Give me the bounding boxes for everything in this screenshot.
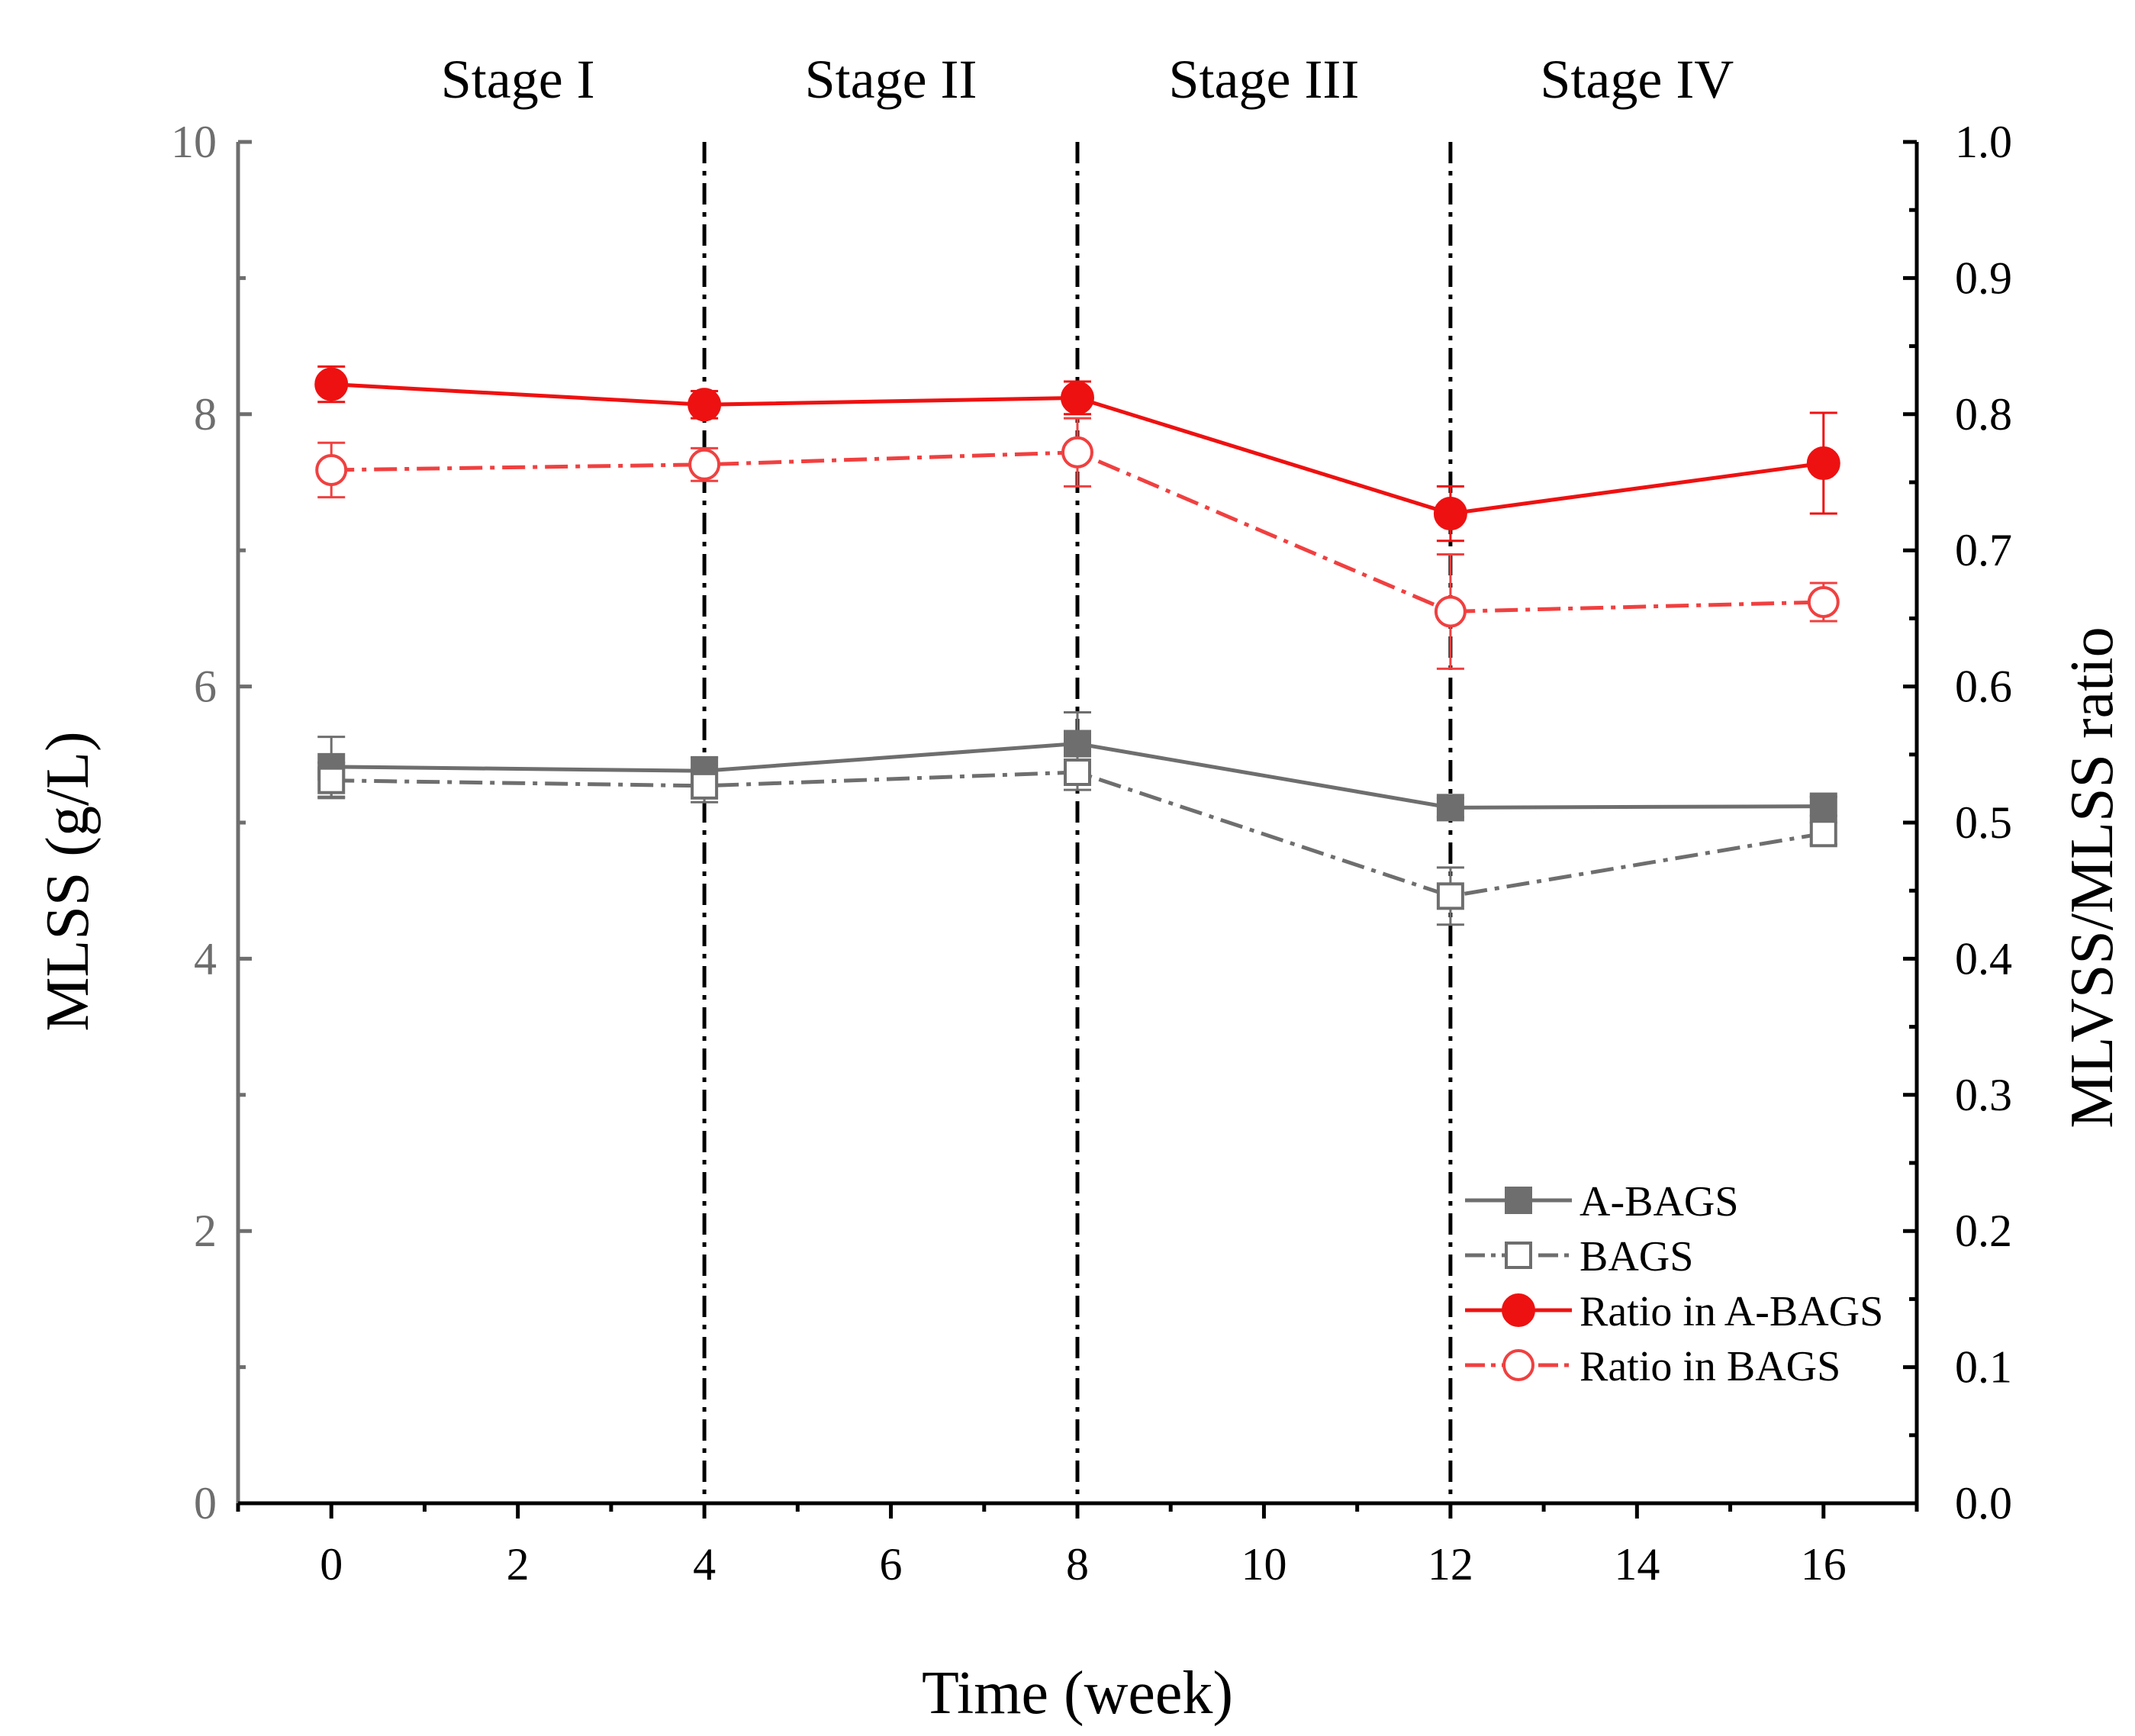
right-y-tick-label: 0.5 xyxy=(1955,797,2012,848)
legend: A-BAGS BAGS Ratio in A-BAGS Ratio in BAGS xyxy=(1465,1178,1883,1390)
right-y-tick-label: 0.1 xyxy=(1955,1342,2012,1393)
stage-label: Stage I xyxy=(441,49,595,110)
left-y-tick-label: 4 xyxy=(194,933,217,984)
right-y-tick-label: 0.7 xyxy=(1955,525,2012,575)
right-y-tick-label: 0.3 xyxy=(1955,1070,2012,1120)
legend-item: Ratio in A-BAGS xyxy=(1465,1288,1883,1335)
stage-label: Stage III xyxy=(1168,49,1359,110)
legend-label: Ratio in A-BAGS xyxy=(1580,1288,1883,1335)
data-point xyxy=(317,766,346,794)
x-tick-label: 10 xyxy=(1241,1539,1286,1589)
data-point xyxy=(1064,758,1091,786)
legend-label: Ratio in BAGS xyxy=(1580,1343,1840,1390)
legend-label: A-BAGS xyxy=(1580,1178,1738,1226)
legend-marker xyxy=(1502,1293,1535,1327)
data-point xyxy=(1061,436,1093,469)
data-point xyxy=(1061,381,1094,415)
stage-label: Stage IV xyxy=(1540,49,1734,110)
x-axis-title: Time (week) xyxy=(922,1660,1233,1727)
data-point xyxy=(315,453,348,486)
legend-label: BAGS xyxy=(1580,1233,1693,1280)
legend-item: A-BAGS xyxy=(1465,1178,1738,1226)
data-point xyxy=(1433,497,1467,531)
right-y-tick-label: 0.9 xyxy=(1955,253,2012,303)
data-point xyxy=(1806,446,1840,481)
left-y-tick-label: 10 xyxy=(171,117,217,167)
left-y-tick-label: 2 xyxy=(194,1206,217,1256)
stage-labels: Stage I Stage II Stage III Stage IV xyxy=(441,49,1734,110)
left-y-tick-label: 8 xyxy=(194,389,217,440)
right-y-tick-label: 0.6 xyxy=(1955,662,2012,712)
right-y-tick-label: 0.8 xyxy=(1955,389,2012,440)
data-point xyxy=(1434,595,1467,628)
left-y-tick-label: 6 xyxy=(194,662,217,712)
data-point xyxy=(688,448,721,481)
data-point xyxy=(314,367,349,401)
right-y-tick-label: 1.0 xyxy=(1955,117,2012,167)
x-tick-label: 14 xyxy=(1614,1539,1660,1589)
stage-boundaries xyxy=(702,142,1453,1503)
series-ratio-in-a-bags xyxy=(314,365,1840,543)
x-tick-label: 6 xyxy=(880,1539,903,1589)
data-point xyxy=(1436,794,1464,822)
x-tick-label: 16 xyxy=(1801,1539,1847,1589)
x-tick-label: 2 xyxy=(507,1539,530,1589)
axes: 0 2 4 6 8 10 0.0 0.1 0.2 0.3 0.4 0.5 0.6 0.7 0.8 0.9 1.0… xyxy=(171,117,2012,1589)
legend-marker xyxy=(1505,1187,1532,1214)
left-y-tick-label: 0 xyxy=(194,1478,217,1528)
stage-label: Stage II xyxy=(805,49,977,110)
legend-marker xyxy=(1502,1349,1534,1381)
legend-item: BAGS xyxy=(1465,1233,1693,1280)
data-point xyxy=(688,388,722,422)
x-tick-label: 0 xyxy=(320,1539,343,1589)
legend-item: Ratio in BAGS xyxy=(1465,1343,1840,1390)
legend-marker xyxy=(1505,1242,1532,1269)
data-point xyxy=(1809,792,1837,820)
data-point xyxy=(691,771,719,800)
x-tick-label: 4 xyxy=(693,1539,716,1589)
series-ratio-in-bags xyxy=(315,417,1840,670)
data-point xyxy=(1064,730,1091,758)
series-layer xyxy=(314,365,1840,926)
data-point xyxy=(1807,585,1840,618)
left-y-axis-title: MLSS (g/L) xyxy=(34,731,101,1031)
right-y-axis-title: MLVSS/MLSS ratio xyxy=(2059,626,2126,1128)
right-y-tick-label: 0.4 xyxy=(1955,933,2012,984)
x-tick-label: 8 xyxy=(1066,1539,1089,1589)
right-y-tick-label: 0.0 xyxy=(1955,1478,2012,1528)
series-bags xyxy=(317,753,1837,926)
data-point xyxy=(1809,820,1837,848)
right-y-tick-label: 0.2 xyxy=(1955,1206,2012,1256)
x-tick-label: 12 xyxy=(1428,1539,1473,1589)
data-point xyxy=(1436,882,1464,910)
